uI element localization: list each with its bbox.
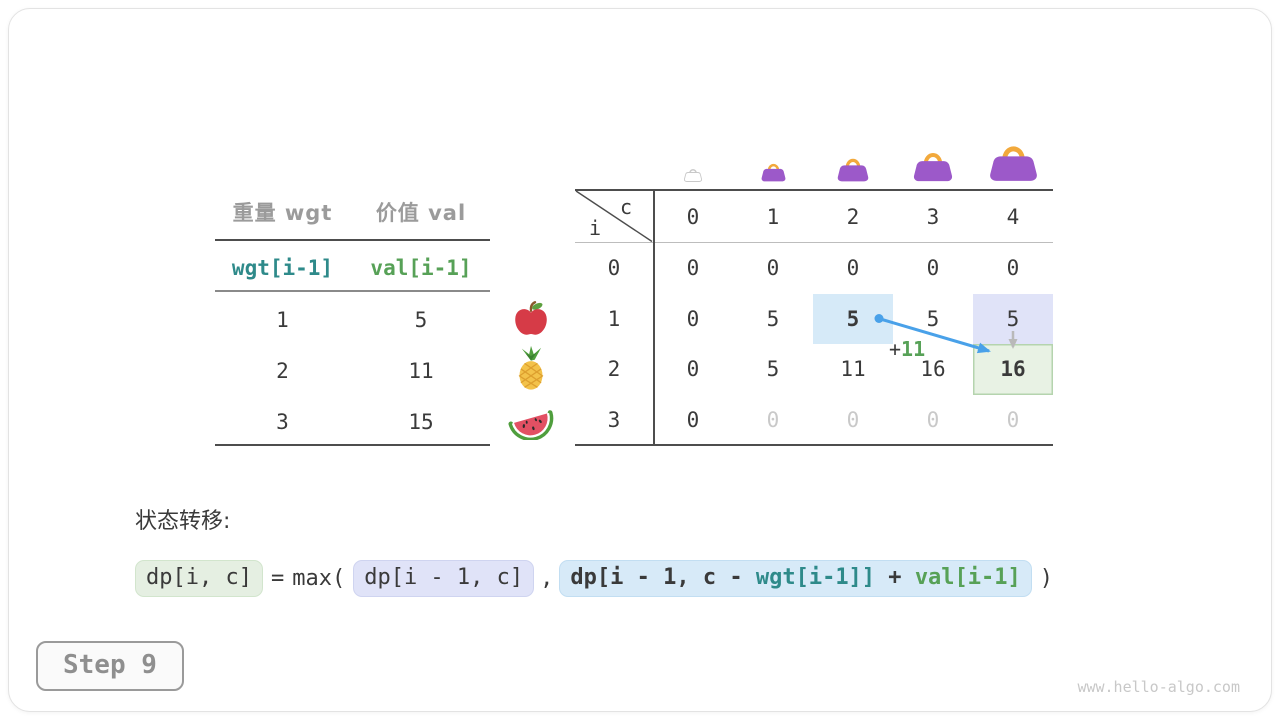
dp-cell-3-2: 0: [846, 407, 860, 432]
dp-cell-3-4: 0: [1006, 407, 1020, 432]
item-3-value: 15: [408, 410, 434, 434]
dp-col-header-3: 3: [926, 205, 940, 229]
items-table-rule-mid: [215, 290, 490, 292]
items-table-rule-bottom: [215, 444, 490, 446]
dp-cell-3-1: 0: [766, 407, 780, 432]
dp-cell-2-0: 0: [686, 357, 700, 382]
bag-icon-large: [893, 128, 973, 182]
pineapple-icon: [512, 345, 550, 395]
dp-col-header-2: 2: [846, 205, 860, 229]
transition-label: 状态转移:: [135, 509, 231, 534]
dp-col-header-0: 0: [686, 205, 700, 229]
dp-col-header-1: 1: [766, 205, 780, 229]
dp-cell-0-1: 0: [766, 256, 780, 281]
dp-row-header-1: 1: [607, 306, 621, 331]
dp-rule-header: [575, 242, 1053, 243]
dp-cell-0-2: 0: [846, 256, 860, 281]
formula-close-paren: ): [1039, 566, 1054, 592]
dp-cell-0-3: 0: [926, 256, 940, 281]
formula-lhs: dp[i, c]: [135, 560, 263, 598]
watermark: www.hello-algo.com: [1077, 678, 1240, 696]
items-subheader-wgt: wgt[i-1]: [231, 256, 334, 280]
formula-arg2-wgt: wgt[i-1]]: [755, 565, 876, 590]
dp-cell-1-0: 0: [686, 306, 700, 331]
dp-col-header-4: 4: [1006, 205, 1020, 229]
formula-arg2: dp[i - 1, c - wgt[i-1]] + val[i-1]: [559, 560, 1032, 598]
formula-arg2-val: val[i-1]: [914, 565, 1021, 590]
dp-corner-row-var: i: [588, 216, 602, 240]
dp-cell-2-3: 16: [920, 357, 946, 382]
item-3-weight: 3: [276, 410, 289, 434]
dp-cell-1-1: 5: [766, 306, 780, 331]
dp-row-header-3: 3: [607, 407, 621, 432]
apple-icon: [513, 300, 549, 340]
items-header-weight: 重量 wgt: [232, 201, 333, 225]
dp-cell-3-0: 0: [686, 407, 700, 432]
added-value: 11: [901, 337, 926, 361]
bag-icon-ghost: [653, 128, 733, 182]
dp-cell-0-0: 0: [686, 256, 700, 281]
dp-cell-3-3: 0: [926, 407, 940, 432]
dp-cell-2-2: 11: [840, 357, 866, 382]
bag-icon-small: [733, 128, 813, 182]
watermelon-icon: [507, 402, 555, 444]
dp-cell-grid: 0 0 0 0 0 0 5 5 5 5 0 5 11 16 16 0 0 0 0…: [653, 243, 1053, 445]
dp-row-header-0: 0: [607, 256, 621, 281]
formula-max-open: max(: [292, 566, 346, 592]
bag-icon-medium: [813, 128, 893, 182]
item-2-value: 11: [408, 359, 434, 383]
item-1-value: 5: [414, 308, 428, 332]
plus-sign: +: [889, 337, 902, 361]
item-2-weight: 2: [276, 359, 289, 383]
dp-cell-1-2: 5: [813, 293, 893, 344]
dp-rule-top: [575, 189, 1053, 191]
transition-add-annotation: +11: [889, 337, 925, 361]
items-header-value: 价值 val: [375, 201, 467, 225]
dp-cell-0-4: 0: [1006, 256, 1020, 281]
items-table-rule-top: [215, 239, 490, 241]
dp-row-header-2: 2: [607, 357, 621, 382]
dp-cell-1-4: 5: [973, 293, 1053, 344]
formula-equals: =: [270, 566, 285, 592]
items-subheader-val: val[i-1]: [370, 256, 472, 280]
formula-comma: ,: [540, 566, 554, 592]
formula-arg2-head: dp[i - 1, c -: [570, 565, 756, 590]
bag-icon-xlarge: [973, 128, 1053, 182]
transition-formula: dp[i, c] = max( dp[i - 1, c] , dp[i - 1,…: [135, 560, 1061, 598]
formula-arg1: dp[i - 1, c]: [353, 560, 535, 598]
dp-cell-2-1: 5: [766, 357, 780, 382]
step-badge: Step 9: [36, 641, 184, 691]
formula-arg2-plus: +: [875, 565, 915, 590]
item-1-weight: 1: [276, 308, 289, 332]
dp-cell-2-4: 16: [973, 344, 1053, 395]
dp-corner-col-var: c: [619, 195, 633, 219]
dp-rule-vertical: [653, 189, 655, 446]
dp-rule-bottom: [575, 444, 1053, 446]
bag-capacity-icons: [653, 128, 1053, 182]
